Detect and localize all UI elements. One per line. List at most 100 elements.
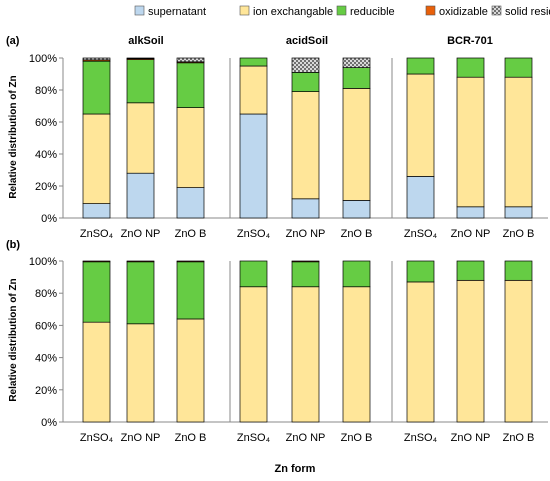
bar-segment-ion-exchangable xyxy=(176,107,205,188)
x-tick-label: ZnSO₄ xyxy=(237,432,271,444)
bar-segment-solid-residue xyxy=(176,57,205,63)
x-tick-label: ZnSO₄ xyxy=(404,432,438,444)
x-tick-label: ZnSO₄ xyxy=(80,228,114,240)
x-tick-label: ZnO B xyxy=(503,228,535,240)
bar-znso xyxy=(406,260,435,423)
legend-item-ion-exchangable: ion exchangable xyxy=(239,5,333,18)
y-tick-label: 60% xyxy=(35,117,57,129)
bar-segment-oxidizable xyxy=(82,260,111,263)
panel-b-acidsoil: ZnSO₄ ZnO NP ZnO B xyxy=(229,260,392,444)
legend-label-ion-exchangable: ion exchangable xyxy=(253,6,333,18)
bar-zno-b xyxy=(342,260,371,423)
y-axis-row-1: 0% 20% 40% 60% 80% 100% xyxy=(29,53,63,225)
bar-segment-reducible xyxy=(342,260,371,288)
bar-zno-np xyxy=(126,260,155,423)
bar-segment-ion-exchangable xyxy=(126,323,155,423)
bar-segment-supernatant xyxy=(239,113,268,219)
panel-a-alksoil: ZnSO₄ ZnO NP ZnO B xyxy=(62,57,230,240)
x-tick-label: ZnSO₄ xyxy=(404,228,438,240)
bar-segment-supernatant xyxy=(176,187,205,219)
bar-znso xyxy=(82,57,111,219)
bar-segment-oxidizable xyxy=(291,260,320,263)
bar-segment-reducible xyxy=(456,57,485,78)
y-axis-title-bottom: Relative distribution of Zn xyxy=(8,278,19,401)
bar-segment-supernatant xyxy=(456,206,485,219)
bar-segment-solid-residue xyxy=(126,57,155,59)
legend-item-solid-residue: solid residue xyxy=(491,5,550,18)
bar-segment-reducible xyxy=(504,260,533,281)
bar-segment-ion-exchangable xyxy=(291,91,320,200)
bar-segment-ion-exchangable xyxy=(504,76,533,208)
bar-segment-supernatant xyxy=(504,206,533,219)
bar-segment-ion-exchangable xyxy=(82,321,111,423)
x-tick-label: ZnO B xyxy=(175,432,207,444)
legend-label-reducible: reducible xyxy=(350,6,395,18)
bar-segment-ion-exchangable xyxy=(456,279,485,423)
x-axis-title: Zn form xyxy=(275,463,316,475)
x-tick-label: ZnO B xyxy=(503,432,535,444)
y-tick-label: 20% xyxy=(35,181,57,193)
x-tick-label: ZnO NP xyxy=(121,432,161,444)
panel-title-acidsoil: acidSoil xyxy=(286,35,328,47)
bar-znso xyxy=(82,260,111,423)
bar-segment-ion-exchangable xyxy=(342,88,371,201)
bar-segment-reducible xyxy=(456,260,485,281)
bar-zno-b xyxy=(342,57,371,219)
bar-zno-np xyxy=(291,260,320,423)
bar-segment-reducible xyxy=(176,62,205,108)
bar-segment-ion-exchangable xyxy=(504,279,533,423)
bar-segment-oxidizable xyxy=(126,260,155,263)
legend-swatch-reducible xyxy=(336,5,347,16)
plot-area: 0% 20% 40% 60% 80% 100% 0% 20% 40% 60% 80% 100% ZnSO… xyxy=(29,53,548,444)
legend-swatch-solid-residue xyxy=(491,5,502,16)
bar-segment-reducible xyxy=(126,59,155,104)
y-tick-label: 80% xyxy=(35,288,57,300)
bar-segment-solid-residue xyxy=(82,57,111,61)
panel-b-bcr-701: ZnSO₄ ZnO NP ZnO B xyxy=(391,260,548,444)
y-tick-label: 20% xyxy=(35,385,57,397)
bar-segment-reducible xyxy=(176,261,205,320)
legend-swatch-supernatant xyxy=(134,5,145,16)
bar-segment-reducible xyxy=(291,72,320,92)
bar-segment-ion-exchangable xyxy=(239,65,268,115)
legend-swatch-ion-exchangable xyxy=(239,5,250,16)
y-tick-label: 80% xyxy=(35,85,57,97)
x-tick-label: ZnO B xyxy=(341,432,373,444)
bar-segment-ion-exchangable xyxy=(406,73,435,177)
panel-title-bcr701: BCR-701 xyxy=(447,35,493,47)
bar-segment-reducible xyxy=(239,260,268,288)
panel-a-bcr-701: ZnSO₄ ZnO NP ZnO B xyxy=(391,57,548,240)
y-tick-label: 100% xyxy=(29,256,57,268)
bar-znso xyxy=(406,57,435,219)
bar-segment-supernatant xyxy=(342,200,371,219)
legend-swatch-oxidizable xyxy=(425,5,436,16)
y-axis-title-top: Relative distribution of Zn xyxy=(8,75,19,198)
bar-zno-np xyxy=(291,57,320,219)
bar-zno-np xyxy=(456,260,485,423)
bar-zno-np xyxy=(456,57,485,219)
bar-segment-supernatant xyxy=(126,172,155,219)
bar-segment-reducible xyxy=(239,57,268,67)
bar-segment-reducible xyxy=(342,67,371,89)
bar-znso xyxy=(239,260,268,423)
bar-segment-ion-exchangable xyxy=(176,318,205,423)
x-tick-label: ZnO NP xyxy=(286,228,326,240)
bar-segment-solid-residue xyxy=(342,57,371,68)
x-tick-label: ZnO NP xyxy=(451,432,491,444)
bar-zno-b xyxy=(176,57,205,219)
chart-legend: supernatant ion exchangable reducible oxidi… xyxy=(134,5,550,18)
bar-segment-reducible xyxy=(406,260,435,283)
bar-segment-ion-exchangable xyxy=(82,113,111,204)
y-tick-label: 60% xyxy=(35,320,57,332)
bar-segment-oxidizable xyxy=(176,260,205,263)
bar-segment-reducible xyxy=(504,57,533,78)
bar-segment-ion-exchangable xyxy=(126,102,155,174)
bar-segment-reducible xyxy=(82,60,111,115)
x-tick-label: ZnO NP xyxy=(286,432,326,444)
bar-segment-reducible xyxy=(126,261,155,325)
bar-segment-ion-exchangable xyxy=(291,286,320,423)
y-tick-label: 40% xyxy=(35,353,57,365)
bar-segment-solid-residue xyxy=(291,57,320,73)
bar-segment-supernatant xyxy=(406,176,435,219)
